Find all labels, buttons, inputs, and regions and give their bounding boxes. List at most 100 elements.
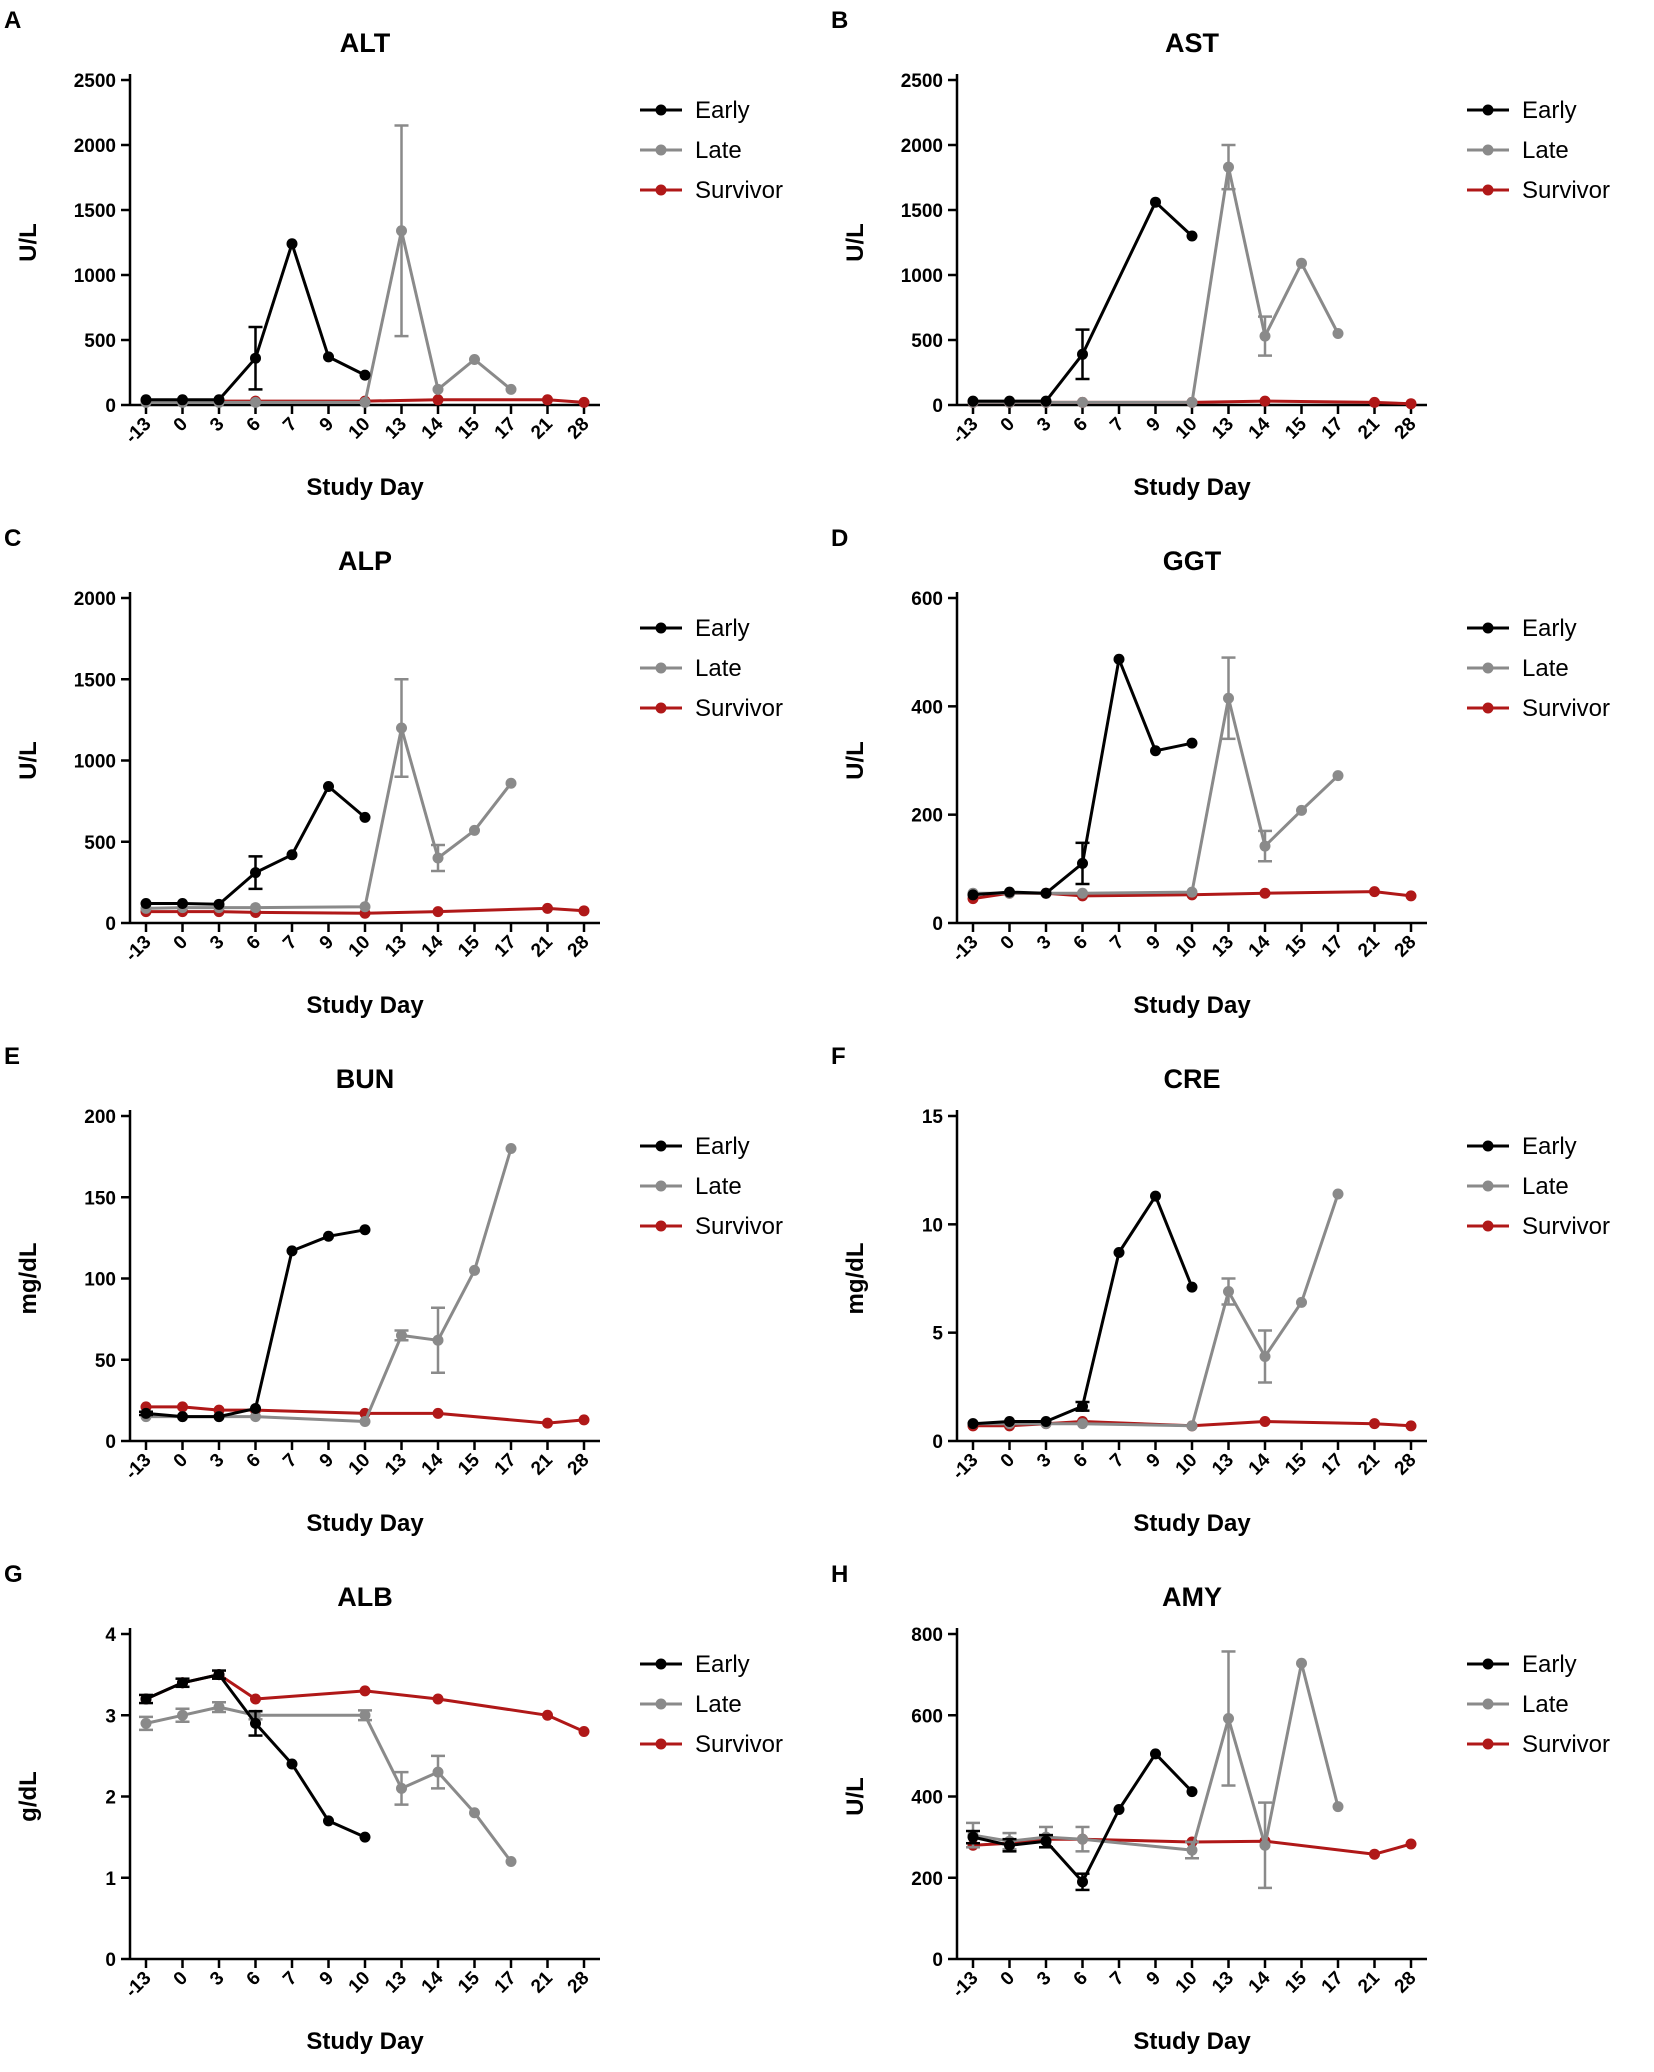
y-tick-label: 1 (105, 1869, 116, 1890)
data-point-early (967, 1418, 979, 1430)
legend-label-early: Early (1522, 97, 1577, 124)
legend-label-early: Early (1522, 1133, 1577, 1160)
y-tick-label: 800 (911, 1625, 943, 1646)
x-tick-label: 15 (1281, 1449, 1311, 1479)
x-axis-label: Study Day (1133, 992, 1251, 1019)
data-point-survivor (250, 1693, 261, 1705)
y-tick-label: 0 (105, 1432, 116, 1453)
chart-title: AST (1165, 28, 1220, 58)
data-point-late (140, 1717, 152, 1729)
x-tick-label: 13 (381, 414, 411, 444)
legend-marker-survivor (655, 702, 667, 714)
panel-letter: G (4, 1561, 23, 1588)
y-tick-label: 1500 (74, 201, 116, 222)
data-point-late (1296, 257, 1307, 269)
x-tick-label: 9 (316, 1968, 338, 1990)
data-point-survivor (542, 902, 553, 914)
legend-label-survivor: Survivor (695, 1213, 783, 1240)
legend-marker-survivor (655, 1738, 667, 1750)
legend-marker-survivor (1482, 1220, 1494, 1232)
data-point-survivor (432, 394, 444, 406)
y-tick-label: 400 (911, 1788, 943, 1809)
data-point-late (469, 354, 480, 365)
series-late (967, 656, 1344, 899)
x-tick-label: 17 (491, 414, 521, 444)
x-tick-label: 28 (1391, 1968, 1421, 1998)
y-axis-label: mg/dL (842, 1243, 869, 1315)
legend-marker-late (1482, 1180, 1494, 1192)
legend-label-early: Early (1522, 615, 1577, 642)
legend-label-survivor: Survivor (695, 695, 783, 722)
data-point-late (359, 396, 371, 408)
x-tick-label: 0 (997, 414, 1019, 436)
x-tick-label: 6 (243, 1968, 265, 1990)
x-tick-label: 7 (1106, 1968, 1128, 1990)
data-point-early (1186, 737, 1198, 749)
x-tick-label: 14 (1245, 931, 1275, 961)
data-point-late (359, 1709, 371, 1721)
y-tick-label: 600 (911, 589, 943, 610)
y-tick-label: 50 (95, 1351, 116, 1372)
x-tick-label: 28 (564, 414, 594, 444)
legend-label-early: Early (1522, 1651, 1577, 1678)
legend: Early Late Survivor (640, 1133, 783, 1240)
data-point-late (432, 852, 444, 864)
data-point-early (1040, 887, 1052, 899)
data-point-survivor (1259, 1416, 1271, 1427)
legend-marker-survivor (1482, 702, 1494, 714)
x-tick-label: 21 (527, 1449, 557, 1479)
y-tick-label: 500 (84, 833, 116, 854)
legend-marker-late (1482, 1698, 1494, 1710)
x-tick-label: 9 (316, 932, 338, 954)
data-point-survivor (578, 1726, 590, 1737)
legend: Early Late Survivor (1467, 1133, 1610, 1240)
series-line-late (973, 1193, 1340, 1428)
data-point-late (250, 902, 261, 914)
data-point-early (1077, 1876, 1088, 1888)
data-point-late (1223, 1713, 1234, 1724)
data-point-survivor (1259, 887, 1271, 899)
y-tick-label: 0 (932, 1432, 943, 1453)
y-tick-label: 600 (911, 1706, 943, 1727)
y-tick-label: 15 (922, 1107, 944, 1128)
series-early (139, 1224, 371, 1423)
data-point-early (177, 394, 188, 406)
series-late (967, 143, 1344, 408)
x-tick-label: 14 (418, 1967, 448, 1997)
series-late (140, 124, 517, 408)
legend: Early Late Survivor (640, 97, 783, 204)
data-point-late (1332, 328, 1344, 339)
legend-label-survivor: Survivor (1522, 1213, 1610, 1240)
legend-label-survivor: Survivor (695, 177, 783, 204)
data-point-early (1040, 395, 1052, 407)
x-axis-label: Study Day (1133, 2028, 1251, 2055)
data-point-early (250, 1403, 261, 1414)
legend-label-late: Late (1522, 1173, 1569, 1200)
data-point-early (1186, 1281, 1198, 1293)
data-point-early (1150, 1190, 1161, 1202)
x-tick-label: 0 (997, 1968, 1019, 1990)
x-tick-label: 15 (1281, 1967, 1311, 1997)
x-tick-label: 13 (1208, 414, 1238, 444)
legend-marker-survivor (1482, 1738, 1494, 1750)
x-tick-label: 17 (1318, 932, 1348, 962)
data-point-late (1077, 1418, 1088, 1430)
x-tick-label: 0 (170, 1968, 192, 1990)
y-tick-label: 0 (105, 914, 116, 935)
data-point-late (213, 1701, 225, 1713)
data-point-late (396, 1329, 407, 1341)
legend: Early Late Survivor (1467, 1651, 1610, 1758)
series-line-late (146, 1148, 513, 1423)
data-point-survivor (432, 1693, 444, 1705)
series-line-survivor (146, 1405, 585, 1425)
x-tick-label: 14 (418, 1449, 448, 1479)
data-point-early (323, 781, 334, 792)
data-point-early (250, 867, 261, 879)
data-point-survivor (432, 1407, 444, 1419)
y-tick-label: 0 (105, 1950, 116, 1971)
y-tick-label: 1500 (901, 201, 943, 222)
x-tick-label: 17 (1318, 1968, 1348, 1998)
data-point-survivor (542, 394, 553, 406)
x-tick-label: 0 (170, 932, 192, 954)
